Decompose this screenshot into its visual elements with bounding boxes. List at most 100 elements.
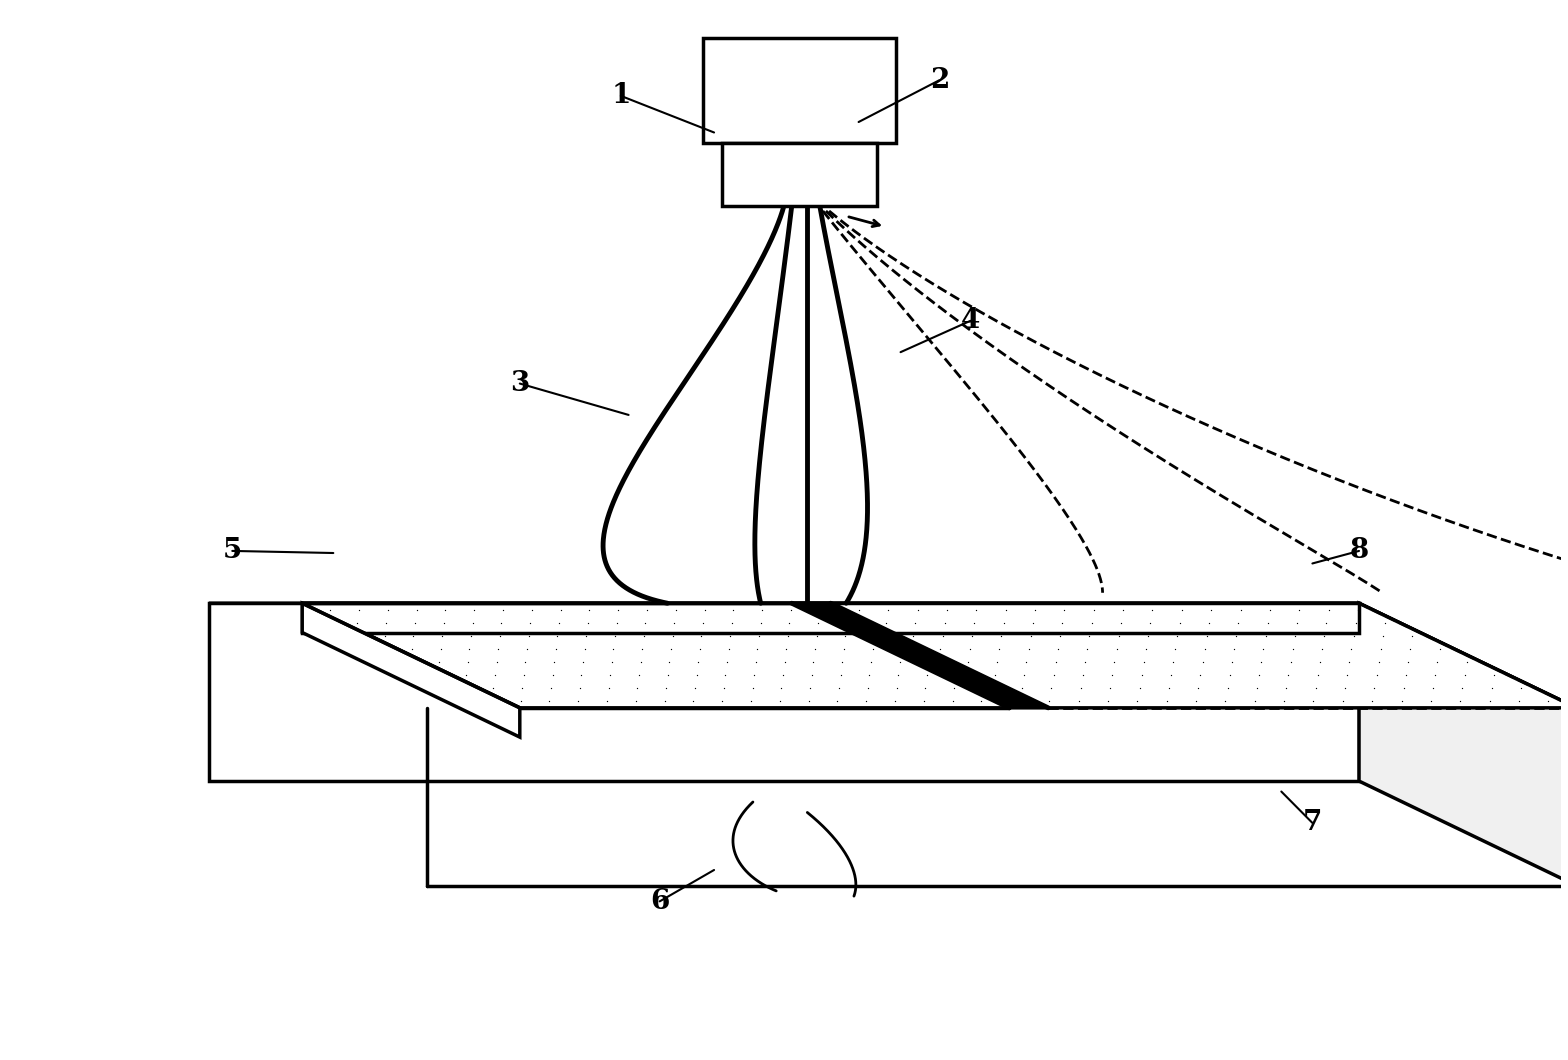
Point (1284, 615, 1309, 632)
Point (985, 654, 1010, 671)
Text: 3: 3 (510, 370, 530, 398)
Point (717, 640, 742, 657)
Point (1077, 628, 1102, 644)
Point (1184, 693, 1209, 710)
Point (1014, 654, 1040, 671)
Point (690, 615, 715, 632)
Point (1287, 601, 1312, 618)
Point (1314, 615, 1339, 632)
Point (1283, 628, 1308, 644)
Point (655, 667, 681, 684)
Point (541, 654, 566, 671)
Point (1156, 679, 1181, 696)
Point (1391, 679, 1416, 696)
Point (847, 601, 872, 618)
Polygon shape (303, 603, 1568, 708)
Point (1389, 693, 1414, 710)
Point (1107, 628, 1132, 644)
Point (713, 667, 739, 684)
Point (604, 615, 629, 632)
Point (630, 640, 655, 657)
Point (1036, 693, 1062, 710)
Point (1345, 601, 1370, 618)
Point (571, 654, 596, 671)
Point (566, 693, 591, 710)
Point (372, 628, 397, 644)
Point (911, 693, 936, 710)
Point (1110, 601, 1135, 618)
Point (1251, 640, 1276, 657)
Point (1427, 640, 1452, 657)
Point (914, 667, 939, 684)
Point (1223, 628, 1248, 644)
Point (858, 654, 883, 671)
Point (884, 679, 909, 696)
Point (887, 654, 913, 671)
Point (933, 615, 958, 632)
Point (481, 679, 506, 696)
Point (538, 679, 563, 696)
Point (1394, 667, 1419, 684)
Point (688, 628, 713, 644)
Point (1247, 667, 1272, 684)
Point (428, 640, 453, 657)
Point (517, 615, 543, 632)
Point (1272, 693, 1297, 710)
Point (1074, 640, 1099, 657)
Point (1308, 654, 1333, 671)
Point (1159, 667, 1184, 684)
Point (1400, 628, 1425, 644)
Point (1508, 679, 1534, 696)
Point (513, 654, 538, 671)
Point (939, 693, 964, 710)
Point (575, 615, 601, 632)
Point (1049, 615, 1074, 632)
Point (657, 654, 682, 671)
Point (627, 667, 652, 684)
Point (1215, 679, 1240, 696)
Point (778, 601, 803, 618)
Point (1127, 679, 1152, 696)
Point (960, 628, 985, 644)
Polygon shape (1359, 603, 1568, 886)
Point (1338, 654, 1363, 671)
Point (1276, 667, 1301, 684)
Point (652, 693, 677, 710)
Point (1278, 654, 1303, 671)
Point (993, 601, 1018, 618)
Point (1016, 640, 1041, 657)
Text: 1: 1 (612, 83, 630, 109)
Point (806, 615, 831, 632)
Point (1226, 615, 1251, 632)
Point (1258, 601, 1283, 618)
Text: 7: 7 (1303, 810, 1322, 836)
Point (856, 667, 881, 684)
Point (629, 654, 654, 671)
Point (1254, 615, 1279, 632)
Point (797, 693, 822, 710)
Point (831, 640, 856, 657)
Point (1046, 640, 1071, 657)
Point (1221, 640, 1247, 657)
Point (483, 667, 508, 684)
Point (488, 628, 513, 644)
Point (514, 640, 539, 657)
Point (601, 640, 626, 657)
Point (1185, 679, 1210, 696)
Point (577, 601, 602, 618)
Point (1131, 654, 1156, 671)
Point (602, 628, 627, 644)
Point (1253, 628, 1278, 644)
Point (853, 693, 878, 710)
Point (1316, 601, 1341, 618)
Point (1452, 667, 1477, 684)
Point (508, 693, 533, 710)
Point (942, 679, 967, 696)
Text: 2: 2 (930, 67, 949, 93)
Point (773, 640, 798, 657)
Point (745, 640, 770, 657)
Point (1102, 654, 1127, 671)
Point (712, 679, 737, 696)
Point (742, 667, 767, 684)
Point (1245, 679, 1270, 696)
